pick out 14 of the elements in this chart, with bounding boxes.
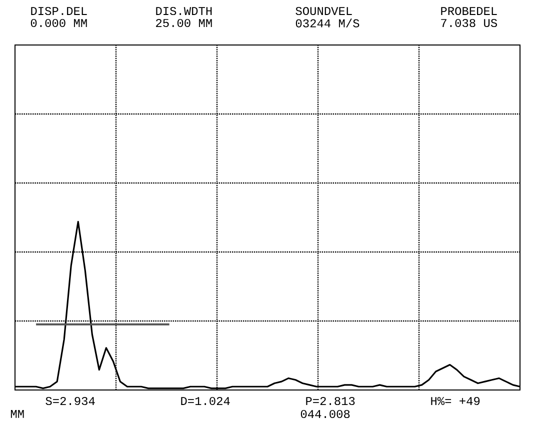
- text: P=2.813: [306, 396, 355, 406]
- text: 044.008: [300, 410, 350, 418]
- text: 25.00 MM: [156, 18, 212, 28]
- text: 0.000 MM: [30, 18, 87, 28]
- text: H%= +49: [431, 396, 480, 406]
- text: PROBEDEL: [441, 6, 497, 16]
- text: SOUNDVEL: [296, 6, 352, 16]
- text: MM: [10, 410, 24, 418]
- text: DISP.DEL: [31, 6, 87, 16]
- text: DIS.WDTH: [156, 6, 212, 16]
- text: S=2.934: [46, 396, 95, 406]
- text: 7.038 US: [441, 18, 497, 28]
- text: D=1.024: [181, 396, 230, 406]
- text: 03244 M/S: [296, 18, 360, 28]
